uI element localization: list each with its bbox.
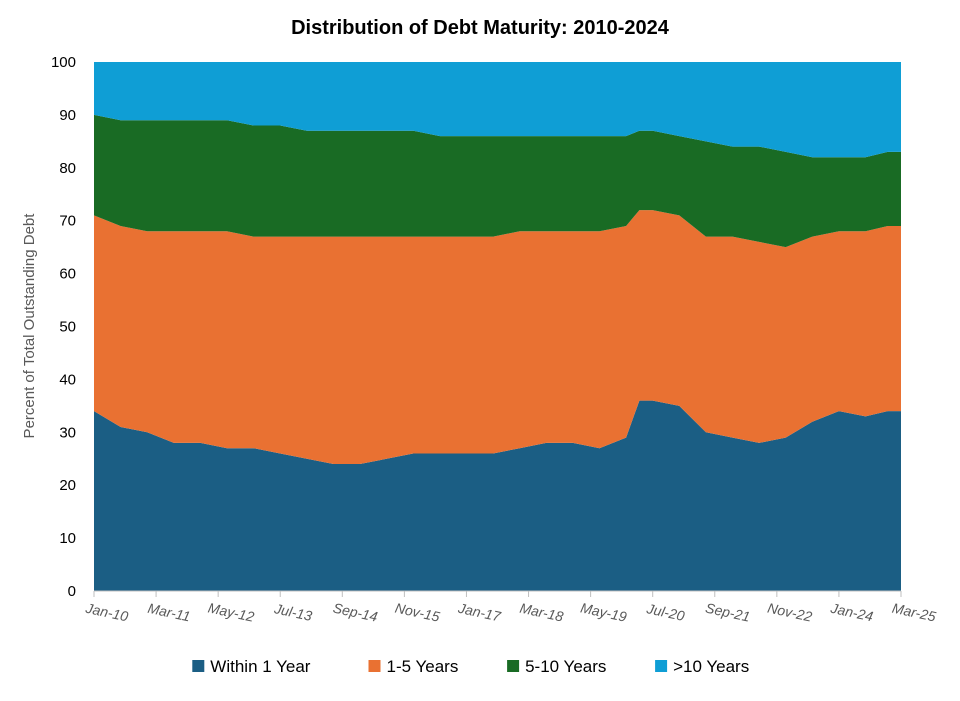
x-tick-label: Nov-15 <box>394 600 442 625</box>
legend-label: >10 Years <box>673 657 749 676</box>
x-tick-label: Mar-25 <box>891 600 938 625</box>
y-tick-label: 100 <box>51 54 76 71</box>
y-tick-label: 20 <box>59 477 76 494</box>
y-tick-label: 90 <box>59 107 76 124</box>
x-tick-label: Jul-13 <box>272 600 314 624</box>
area-1-5-years <box>94 210 901 464</box>
legend-swatch <box>192 660 205 672</box>
x-tick-label: Jul-20 <box>644 600 686 624</box>
x-tick-label: Sep-21 <box>704 600 751 625</box>
y-tick-label: 0 <box>68 583 76 600</box>
legend-swatch <box>507 660 520 672</box>
x-tick-label: Jan-17 <box>456 600 503 625</box>
area-5-10-years <box>94 114 901 248</box>
y-tick-label: 10 <box>59 530 76 547</box>
y-tick-label: 50 <box>59 319 76 336</box>
x-tick-label: Sep-14 <box>332 600 380 625</box>
x-tick-label: Nov-22 <box>766 600 814 625</box>
x-tick-label: Jan-10 <box>83 600 129 625</box>
chart-title: Distribution of Debt Maturity: 2010-2024 <box>291 17 670 39</box>
x-tick-label: May-19 <box>579 599 628 624</box>
area-within-1-year <box>94 400 901 591</box>
area-layers <box>94 62 901 591</box>
y-tick-label: 60 <box>59 266 76 283</box>
legend-swatch <box>368 660 381 672</box>
y-tick-label: 30 <box>59 424 76 441</box>
x-tick-label: Mar-18 <box>518 600 565 625</box>
y-tick-label: 70 <box>59 213 76 230</box>
legend: Within 1 Year 1-5 Years 5-10 Years >10 Year… <box>192 657 749 676</box>
legend-label: 1-5 Years <box>387 657 459 676</box>
y-axis-label: Percent of Total Outstanding Debt <box>21 213 38 439</box>
legend-label: 5-10 Years <box>525 657 606 676</box>
y-tick-label: 40 <box>59 371 76 388</box>
y-tick-label: 80 <box>59 160 76 177</box>
area-10-years <box>94 62 901 158</box>
x-tick-label: Mar-11 <box>146 600 191 625</box>
legend-swatch <box>655 660 668 672</box>
x-tick-label: May-12 <box>207 599 256 624</box>
legend-label: Within 1 Year <box>210 657 311 676</box>
x-tick-label: Jan-24 <box>828 600 874 625</box>
